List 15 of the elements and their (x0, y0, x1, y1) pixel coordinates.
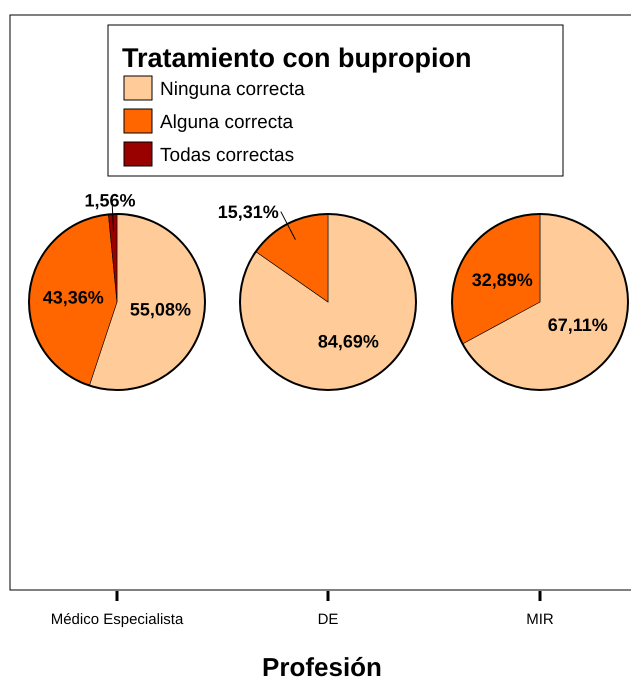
data-label: 55,08% (130, 299, 191, 320)
data-label: 67,11% (548, 314, 608, 335)
data-label: 84,69% (318, 331, 379, 352)
text: DE (318, 611, 338, 628)
text: Médico Especialista (50, 611, 184, 628)
text: MIR (526, 611, 554, 628)
data-label: 32,89% (472, 270, 533, 290)
legend-label: Ninguna correcta (160, 79, 306, 100)
data-label: 15,31% (218, 202, 279, 222)
legend-title: Tratamiento con bupropion (122, 43, 472, 73)
text: Profesión (262, 652, 382, 679)
legend-label: Todas correctas (160, 145, 294, 166)
data-label: 43,36% (42, 287, 104, 308)
data-label: 1,56% (84, 190, 136, 210)
legend-label: Alguna correcta (160, 112, 294, 133)
